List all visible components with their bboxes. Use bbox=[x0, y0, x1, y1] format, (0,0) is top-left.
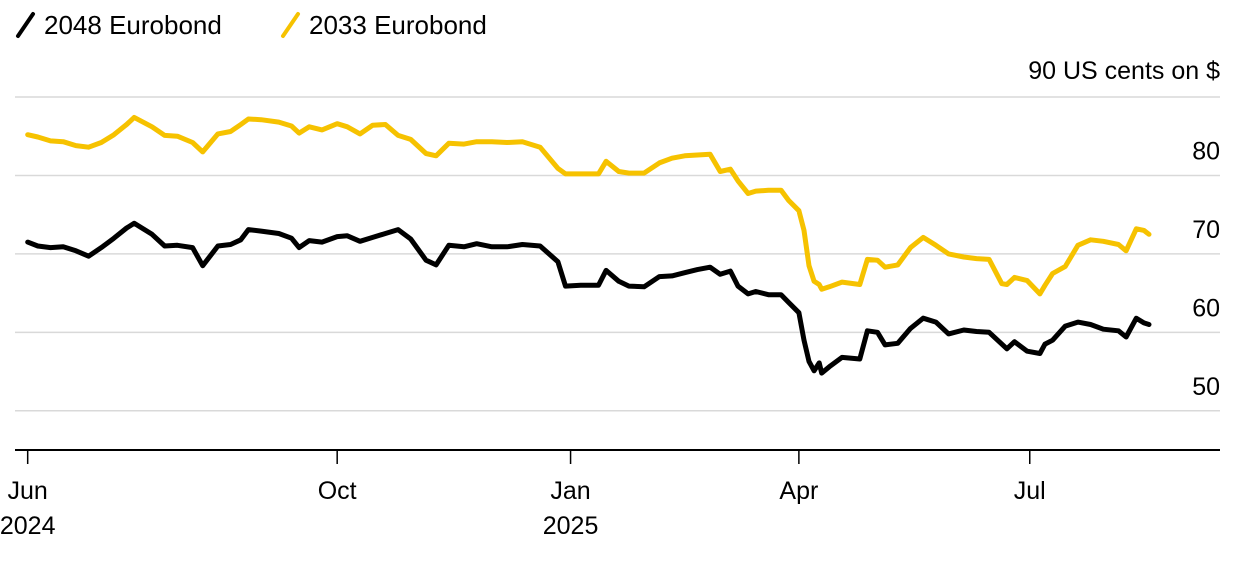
legend-swatch-2048-eurobond bbox=[16, 12, 35, 38]
x-axis-ticks: Jun 2024 Oct Jan 2025 Apr Jul bbox=[0, 450, 1046, 540]
legend-label-2033-eurobond: 2033 Eurobond bbox=[309, 10, 487, 40]
legend: 2048 Eurobond 2033 Eurobond bbox=[16, 10, 487, 40]
x-tick-label: Oct bbox=[318, 477, 357, 505]
y-axis-unit-label: 90 US cents on $ bbox=[1028, 57, 1220, 85]
x-tick-sublabel: 2025 bbox=[543, 512, 599, 540]
y-tick-label: 70 bbox=[1192, 216, 1220, 244]
x-tick-label: Apr bbox=[779, 477, 818, 505]
y-tick-label: 80 bbox=[1192, 137, 1220, 165]
legend-label-2048-eurobond: 2048 Eurobond bbox=[44, 10, 222, 40]
series-lines bbox=[25, 114, 1152, 376]
y-tick-label: 60 bbox=[1192, 294, 1220, 322]
gridlines bbox=[15, 96, 1220, 412]
x-tick-label: Jan bbox=[550, 477, 590, 505]
x-tick-sublabel: 2024 bbox=[0, 512, 56, 540]
x-tick-label: Jun bbox=[8, 477, 48, 505]
series-line-2048-eurobond bbox=[25, 220, 1152, 376]
legend-swatch-2033-eurobond bbox=[281, 12, 300, 38]
x-tick-label: Jul bbox=[1014, 477, 1046, 505]
series-line-2033-eurobond bbox=[25, 114, 1152, 297]
y-tick-label: 50 bbox=[1192, 373, 1220, 401]
y-axis-tick-labels: 50 60 70 80 bbox=[1192, 137, 1220, 400]
